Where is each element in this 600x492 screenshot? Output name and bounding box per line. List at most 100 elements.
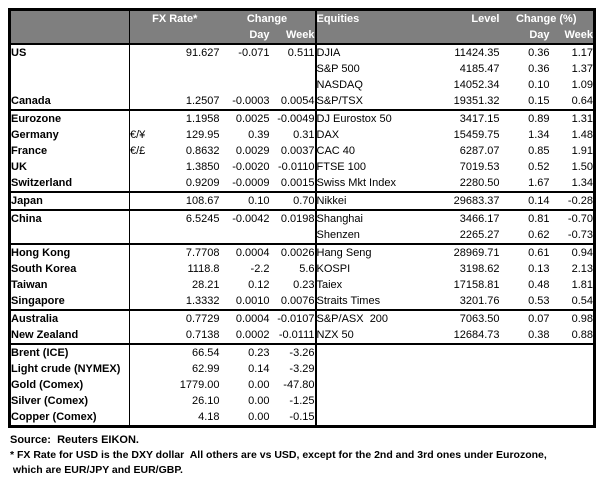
region-label-cell: Hong Kong [9, 244, 130, 261]
header-row-sub: Day Week Day Week [9, 27, 595, 45]
equity-name-cell: Straits Times [314, 293, 432, 311]
fx-change-day-cell: -0.0020 [232, 160, 270, 173]
region-label-cell: New Zealand [9, 327, 130, 345]
table-row: Shenzen 2265.27 0.62 -0.73 [9, 227, 595, 245]
region-label-cell: UK [9, 159, 130, 175]
fx-rate-cell: 0.7729 [185, 312, 220, 325]
equity-name-cell: S&P/ASX 200 [314, 310, 432, 327]
fx-change-week-cell: -0.0111 [269, 327, 316, 345]
source-note: Source: Reuters EIKON. [10, 434, 139, 446]
fx-pair-cell [129, 175, 162, 193]
table-row: Copper (Comex) 4.18 0.00 -0.15 [9, 409, 595, 427]
equity-name-cell: FTSE 100 [314, 159, 432, 175]
fx-change-day-cell: 0.39 [248, 128, 270, 141]
equity-day-cell: 0.52 [528, 160, 550, 173]
fx-pair-cell [130, 361, 162, 377]
table-header: FX Rate* Change Equities Level Change (%… [9, 9, 595, 45]
region-label-cell: Light crude (NYMEX) [9, 361, 130, 377]
equity-day-cell: 0.89 [528, 112, 550, 125]
equity-day-cell: 0.48 [528, 278, 550, 291]
fx-rate-cell: 1779.00 [179, 378, 220, 391]
equity-day-cell [500, 377, 550, 393]
fx-change-day-cell: 0.23 [248, 346, 270, 359]
equity-day-cell: 0.10 [528, 78, 550, 91]
equity-week-cell: -0.28 [549, 192, 595, 211]
fx-change-week-cell: 0.31 [293, 128, 315, 141]
fx-change-day-cell: 0.00 [248, 410, 270, 423]
fx-rate-cell: 108.67 [161, 192, 220, 211]
equity-level-cell: 3466.17 [459, 212, 500, 225]
fx-change-day-cell: 0.14 [248, 362, 270, 375]
equity-level-cell [432, 377, 500, 393]
fx-change-day-cell: 0.00 [248, 378, 270, 391]
equity-level-cell: 3201.76 [431, 293, 500, 311]
fx-week-header: Week [269, 27, 316, 45]
table-row: US 91.627 -0.071 0.511 DJIA 11424.35 0.36 1.17 [9, 44, 595, 61]
equity-day-cell: 1.67 [499, 175, 550, 193]
region-label-cell: China [9, 210, 130, 227]
fx-change-week-cell: 0.0076 [269, 293, 316, 311]
equity-name-cell [314, 361, 432, 377]
equity-week-cell: 0.64 [549, 93, 595, 111]
equity-level-cell: 7063.50 [459, 312, 500, 325]
equities-subheader-blank [314, 27, 432, 45]
equity-name-cell: NASDAQ [314, 77, 432, 93]
fx-rate-cell: 62.99 [191, 362, 220, 375]
fx-pair-cell [130, 377, 162, 393]
table-row: China 6.5245 -0.0042 0.0198 Shanghai 3466.17 0… [9, 210, 595, 227]
equity-week-header: Week [549, 27, 595, 45]
fx-change-week-cell: -0.0110 [278, 160, 315, 173]
equity-day-cell [500, 361, 550, 377]
table-row: Canada 1.2507 -0.0003 0.0054 S&P/TSX 19351.32… [9, 93, 595, 111]
equity-day-cell: 0.14 [499, 192, 550, 211]
table-row: Hong Kong 7.7708 0.0004 0.0026 Hang Seng 2896… [9, 244, 595, 261]
equity-level-cell: 17158.81 [453, 278, 500, 291]
equity-level-cell [432, 344, 500, 361]
table-row: Switzerland 0.9209 -0.0009 0.0015 Swiss Mkt … [9, 175, 595, 193]
equities-header: Equities [314, 9, 432, 27]
fx-rate-subheader-blank [129, 27, 220, 45]
equity-level-cell [432, 393, 500, 409]
fx-rate-cell [161, 227, 220, 245]
region-label-cell [9, 77, 130, 93]
equity-day-cell: 0.81 [528, 212, 550, 225]
equity-name-cell: CAC 40 [314, 143, 432, 159]
equity-day-cell: 0.53 [499, 293, 550, 311]
equity-day-cell [500, 393, 550, 409]
region-label-cell: Singapore [9, 293, 130, 311]
fx-change-day-cell: 0.12 [248, 278, 270, 291]
equity-name-cell: Shanghai [314, 210, 432, 227]
fx-pair-cell [130, 277, 162, 293]
equity-week-cell: 0.54 [549, 293, 595, 311]
fx-change-week-cell: 0.511 [287, 46, 315, 59]
fx-rate-header: FX Rate* [129, 9, 220, 27]
equity-week-cell: 1.48 [571, 128, 593, 141]
fx-change-week-cell: 0.0054 [269, 93, 316, 111]
equity-day-cell: 0.36 [528, 62, 550, 75]
equity-name-cell [314, 393, 432, 409]
fx-rate-cell: 129.95 [185, 128, 220, 141]
equity-name-cell: S&P/TSX [314, 93, 432, 111]
equity-name-cell: DJIA [314, 44, 432, 61]
fx-pair-cell [130, 261, 162, 277]
fx-change-day-cell: 0.00 [248, 394, 270, 407]
equity-week-cell: 0.88 [549, 327, 595, 345]
table-row: Japan 108.67 0.10 0.70 Nikkei 29683.37 0.14 -0.… [9, 192, 595, 211]
equity-week-cell: 1.31 [571, 112, 593, 125]
table-row: Singapore 1.3332 0.0010 0.0076 Straits Times… [9, 293, 595, 311]
table-row: France €/£ 0.8632 0.0029 0.0037 CAC 40 6287.07… [9, 143, 595, 159]
header-row-main: FX Rate* Change Equities Level Change (%… [9, 9, 595, 27]
equity-name-cell: Taiex [314, 277, 432, 293]
fx-change-day-cell: 0.0004 [235, 246, 270, 259]
fx-change-day-cell [219, 227, 270, 245]
fx-pair-cell [130, 409, 162, 427]
fx-pair-cell [130, 344, 162, 361]
fx-rate-cell: 0.7138 [161, 327, 220, 345]
fx-change-day-cell: -0.0003 [219, 93, 270, 111]
equity-name-cell: DAX [314, 127, 432, 143]
fx-pair-cell [130, 44, 162, 61]
equity-day-cell: 0.85 [528, 144, 550, 157]
table-row: Silver (Comex) 26.10 0.00 -1.25 [9, 393, 595, 409]
equity-name-cell [314, 377, 432, 393]
